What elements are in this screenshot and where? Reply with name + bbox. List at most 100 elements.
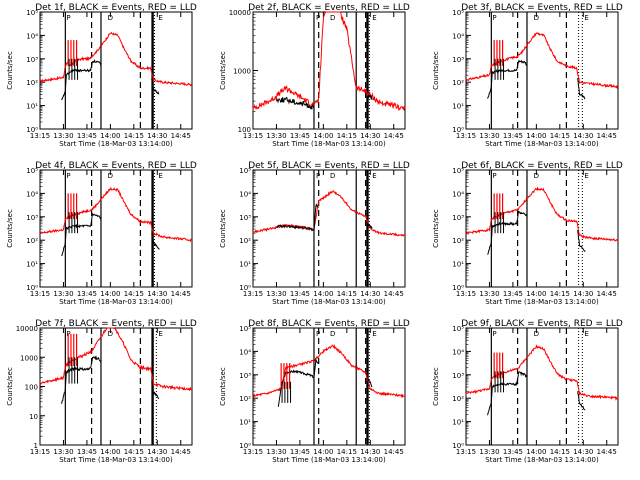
x-tick-label: 14:00 [100,290,120,298]
series-events [61,212,102,257]
x-axis-label: Start Time (18-Mar-03 13:14:00) [59,140,173,148]
panel-det-2: Det 2f, BLACK = Events, RED = LLD 100 1000… [219,3,410,148]
series-events [277,358,320,407]
marker-p: P [66,172,70,180]
series-events-tail [577,230,586,253]
y-tick-label: 10² [239,237,251,245]
series-lld [252,344,406,399]
y-axis-label: Counts/sec [6,209,14,248]
marker-d: D [534,14,539,22]
y-tick-label: 10000 [16,325,38,333]
marker-d: D [534,330,539,338]
y-tick-label: 10³ [452,214,464,222]
x-tick-label: 14:45 [597,448,617,456]
panel-title: Det 3f, BLACK = Events, RED = LLD [461,3,623,13]
x-tick-label: 13:15 [243,132,263,140]
plot-frame [465,169,619,288]
x-tick-label: 14:30 [147,290,167,298]
y-tick-label: 10⁴ [26,32,38,40]
y-tick-label: 10⁵ [452,167,464,175]
series-lld [252,190,406,237]
series-events [61,355,102,404]
x-tick-label: 14:30 [360,290,380,298]
marker-p: P [492,14,496,22]
x-tick-label: 14:15 [124,448,144,456]
panel-det-3: Det 3f, BLACK = Events, RED = LLD 10⁰ 10¹ 1… [432,3,623,148]
series-events [61,58,102,101]
panel-title: Det 9f, BLACK = Events, RED = LLD [461,319,623,329]
panel-det-8: Det 8f, BLACK = Events, RED = LLD 10⁰ 10¹ 1… [219,319,410,464]
x-tick-label: 13:45 [503,290,523,298]
panel-title: Det 8f, BLACK = Events, RED = LLD [248,319,410,329]
series-lld [465,32,619,90]
x-tick-label: 14:30 [573,132,593,140]
x-tick-label: 13:30 [53,290,73,298]
x-tick-label: 14:15 [337,448,357,456]
x-axis-label: Start Time (18-Mar-03 13:14:00) [272,140,386,148]
panel-det-5: Det 5f, BLACK = Events, RED = LLD 10⁰ 10¹ 1… [219,161,410,306]
y-tick-label: 10³ [452,372,464,380]
y-tick-label: 10² [452,395,464,403]
y-tick-label: 10⁰ [26,284,38,292]
y-tick-label: 10² [452,79,464,87]
y-tick-label: 10⁴ [452,32,464,40]
x-tick-label: 13:30 [266,448,286,456]
x-tick-label: 13:45 [503,132,523,140]
x-tick-label: 14:30 [147,448,167,456]
panel-title: Det 5f, BLACK = Events, RED = LLD [248,161,410,171]
y-tick-label: 10³ [239,214,251,222]
x-tick-label: 13:15 [30,290,50,298]
x-tick-label: 13:15 [456,448,476,456]
y-tick-label: 100 [25,384,38,392]
y-tick-label: 100 [238,126,251,134]
marker-d: D [108,14,113,22]
x-tick-label: 13:15 [243,290,263,298]
y-tick-label: 10³ [26,56,38,64]
x-tick-label: 14:15 [550,132,570,140]
marker-e: E [372,172,376,180]
y-tick-label: 10¹ [239,419,251,427]
x-tick-label: 14:15 [337,290,357,298]
x-tick-label: 14:45 [384,448,404,456]
series-events-tail [367,223,373,229]
x-tick-label: 14:30 [360,448,380,456]
series-lld [252,11,406,112]
x-tick-label: 14:30 [147,132,167,140]
y-tick-label: 10³ [452,56,464,64]
series-events-tail [151,381,160,399]
marker-e: E [158,330,162,338]
x-tick-label: 13:30 [479,132,499,140]
x-tick-label: 13:45 [77,132,97,140]
x-axis-label: Start Time (18-Mar-03 13:14:00) [59,298,173,306]
marker-d: D [108,330,113,338]
panel-title: Det 4f, BLACK = Events, RED = LLD [35,161,197,171]
y-tick-label: 10¹ [239,261,251,269]
y-tick-label: 10⁵ [452,325,464,333]
x-tick-label: 14:45 [597,132,617,140]
marker-p: P [316,330,320,338]
plot-frame [252,327,406,446]
series-events [487,59,528,99]
x-tick-label: 14:15 [124,132,144,140]
y-tick-label: 10⁰ [239,442,251,450]
x-tick-label: 14:00 [100,448,120,456]
y-tick-label: 10¹ [26,103,38,111]
series-events-tail [367,93,373,101]
x-tick-label: 14:30 [573,448,593,456]
y-axis-label: Counts/sec [6,51,14,90]
x-tick-label: 13:45 [290,132,310,140]
y-tick-label: 10² [452,237,464,245]
x-tick-label: 13:45 [77,290,97,298]
x-tick-label: 13:30 [53,448,73,456]
y-axis-label: Counts/sec [219,367,227,406]
series-lld [465,344,619,401]
plot-frame [465,327,619,446]
plot-frame [252,169,406,288]
x-tick-label: 14:15 [337,132,357,140]
panel-title: Det 1f, BLACK = Events, RED = LLD [35,3,197,13]
panel-det-7: Det 7f, BLACK = Events, RED = LLD 1 10 100 1… [6,319,197,464]
series-events-tail [367,377,373,387]
y-tick-label: 1000 [20,354,38,362]
series-events-tail [151,233,160,250]
y-axis-label: Counts/sec [432,209,440,248]
